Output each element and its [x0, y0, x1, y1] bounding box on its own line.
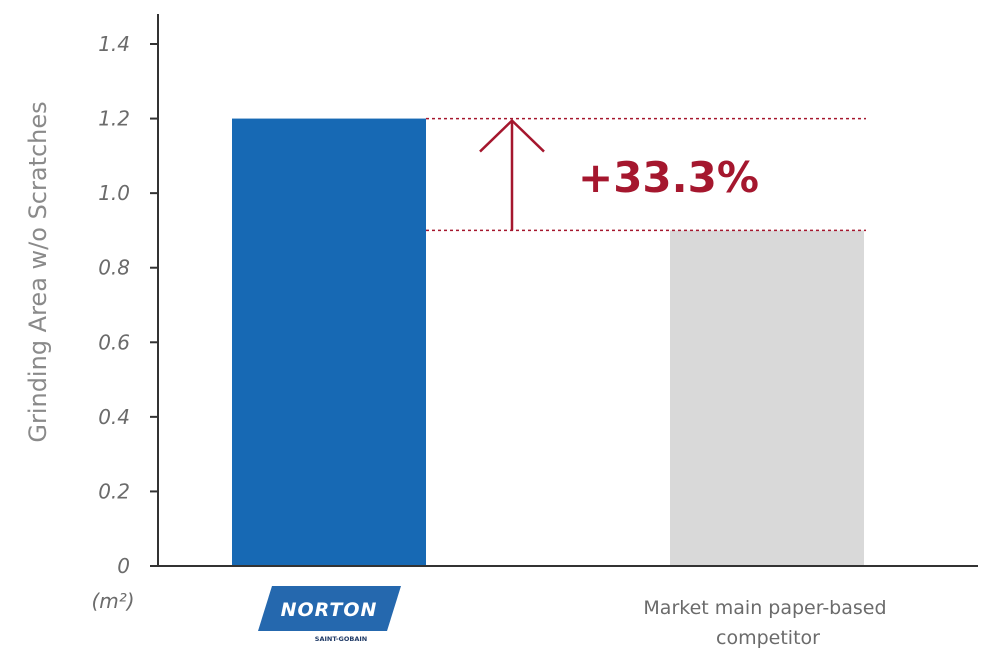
y-axis-unit: (m²)	[91, 589, 134, 613]
y-tick-label: 1.2	[98, 107, 130, 131]
y-tick-label: 0.6	[98, 330, 130, 354]
y-tick-label: 0.2	[98, 479, 130, 503]
norton-logo-subtitle: SAINT-GOBAIN	[315, 635, 367, 643]
arrow-head	[479, 118, 545, 153]
y-tick-label: 0.4	[98, 405, 130, 429]
y-tick-label: 0	[117, 554, 130, 578]
bars	[232, 118, 864, 567]
competitor-category-label: Market main paper-based competitor	[643, 597, 892, 649]
y-axis-title: Grinding Area w/o Scratches	[24, 101, 52, 442]
increase-annotation: +33.3%	[426, 117, 866, 232]
competitor-label-line-1: Market main paper-based	[643, 597, 886, 619]
norton-logo-text: NORTON	[281, 599, 378, 621]
competitor-label-line-2: competitor	[716, 627, 820, 649]
bar-norton	[232, 118, 426, 567]
bar-competitor	[670, 230, 864, 566]
y-ticks: 0 0.2 0.4 0.6 0.8 1.0 1.2 1.4	[98, 32, 158, 578]
increase-percentage-label: +33.3%	[578, 153, 759, 202]
y-tick-label: 0.8	[98, 256, 130, 280]
norton-logo: NORTON SAINT-GOBAIN	[258, 586, 401, 643]
y-tick-label: 1.4	[98, 32, 130, 56]
y-tick-label: 1.0	[98, 181, 130, 205]
